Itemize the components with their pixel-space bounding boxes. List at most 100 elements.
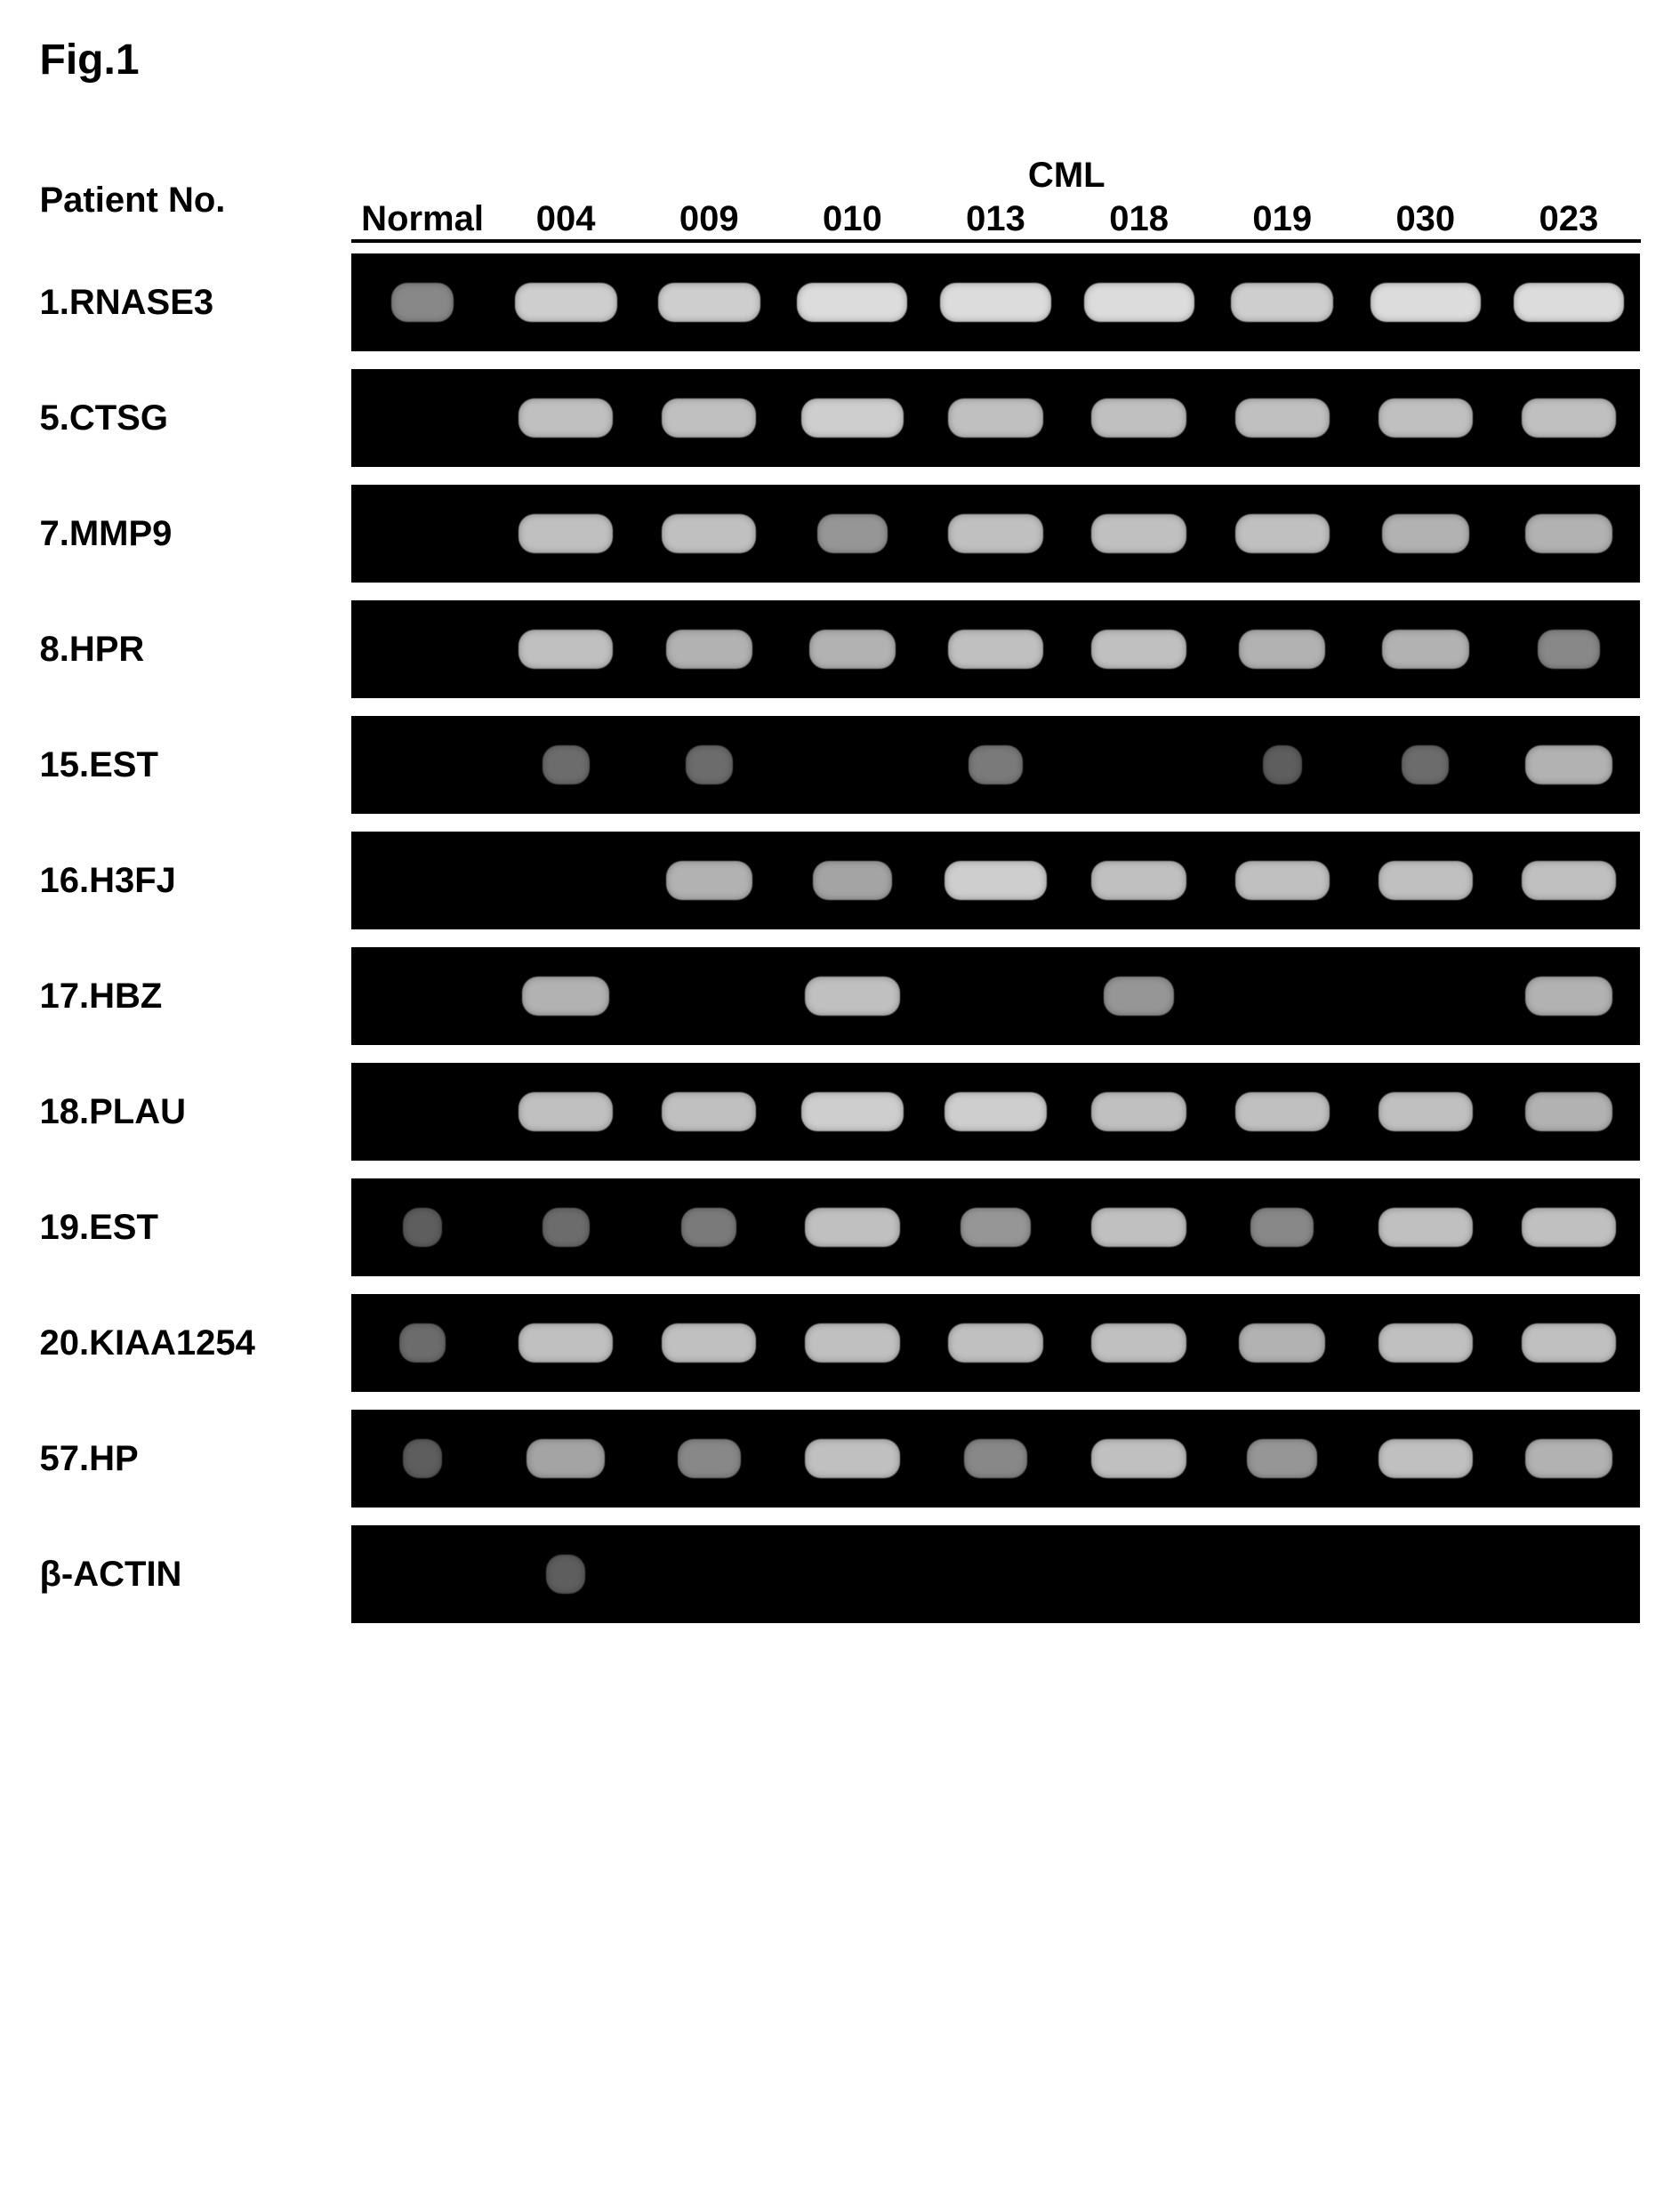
gel-band bbox=[805, 1439, 899, 1478]
gel-band bbox=[1091, 1439, 1186, 1478]
gel-lane bbox=[351, 1525, 494, 1623]
gel-lane bbox=[494, 832, 638, 929]
gel-lane bbox=[924, 253, 1067, 351]
gel-lane bbox=[1210, 485, 1354, 583]
gel-lane bbox=[1354, 600, 1497, 698]
gel-band bbox=[1379, 1092, 1473, 1131]
gel-band bbox=[809, 630, 896, 669]
gel-lane bbox=[924, 832, 1067, 929]
gel-lane bbox=[1210, 947, 1354, 1045]
gel-band bbox=[1235, 861, 1330, 900]
gel-band bbox=[1091, 630, 1186, 669]
gel-band bbox=[1239, 1323, 1325, 1363]
gene-row-label: β-ACTIN bbox=[40, 1516, 351, 1632]
gel-lane bbox=[781, 485, 924, 583]
gel-lane bbox=[1210, 832, 1354, 929]
gel-lane bbox=[1497, 1410, 1640, 1508]
gel-lane bbox=[1497, 716, 1640, 814]
gel-band bbox=[1091, 861, 1186, 900]
gel-band bbox=[399, 1323, 446, 1363]
gel-band bbox=[948, 514, 1042, 553]
gel-band bbox=[940, 283, 1050, 322]
gel-band bbox=[543, 1208, 590, 1247]
gel-lane bbox=[1210, 253, 1354, 351]
gel-band bbox=[666, 861, 752, 900]
gel-lane bbox=[1497, 832, 1640, 929]
gel-band bbox=[1522, 398, 1616, 438]
gene-row-label: 17.HBZ bbox=[40, 938, 351, 1054]
gel-lane bbox=[1497, 369, 1640, 467]
gel-band bbox=[1525, 745, 1612, 784]
gel-lane bbox=[638, 1178, 781, 1276]
gel-lane bbox=[924, 485, 1067, 583]
gel-lane bbox=[1354, 1178, 1497, 1276]
gel-lane bbox=[924, 716, 1067, 814]
gel-band bbox=[666, 630, 752, 669]
gel-band bbox=[658, 283, 760, 322]
gel-band bbox=[1379, 1439, 1473, 1478]
gene-row-label: 7.MMP9 bbox=[40, 476, 351, 591]
gel-row bbox=[351, 823, 1641, 938]
gel-lane bbox=[1354, 832, 1497, 929]
col-header-patient: 010 bbox=[781, 156, 924, 245]
gel-lane bbox=[351, 485, 494, 583]
gel-lane bbox=[494, 1410, 638, 1508]
gel-lane bbox=[638, 1294, 781, 1392]
gel-band bbox=[391, 283, 454, 322]
gel-lane bbox=[494, 1178, 638, 1276]
gel-lane bbox=[638, 600, 781, 698]
gel-lane bbox=[1497, 947, 1640, 1045]
gel-band bbox=[817, 514, 888, 553]
gel-band bbox=[813, 861, 891, 900]
gel-lane bbox=[494, 947, 638, 1045]
gel-row bbox=[351, 591, 1641, 707]
gel-band bbox=[1402, 745, 1449, 784]
gel-band bbox=[1522, 1208, 1616, 1247]
gel-lane bbox=[781, 1063, 924, 1161]
gel-lane bbox=[638, 947, 781, 1045]
gel-lane bbox=[351, 600, 494, 698]
gene-row-label: 1.RNASE3 bbox=[40, 245, 351, 360]
figure-title: Fig.1 bbox=[40, 36, 1641, 84]
gel-lane bbox=[351, 253, 494, 351]
gel-lane bbox=[1067, 716, 1210, 814]
gel-band bbox=[1084, 283, 1194, 322]
gel-band bbox=[662, 514, 756, 553]
gel-lane bbox=[351, 1178, 494, 1276]
gel-band bbox=[1091, 1323, 1186, 1363]
gel-lane bbox=[1067, 1294, 1210, 1392]
gel-lane bbox=[351, 716, 494, 814]
gel-lane bbox=[1497, 1525, 1640, 1623]
column-headers: CMLNormal004009010013018019030023 bbox=[351, 156, 1641, 245]
gel-band bbox=[1104, 977, 1175, 1016]
gel-lane bbox=[351, 1294, 494, 1392]
gel-lane bbox=[1210, 369, 1354, 467]
gel-lane bbox=[781, 716, 924, 814]
gel-row bbox=[351, 707, 1641, 823]
gel-band bbox=[681, 1208, 736, 1247]
gel-band bbox=[1382, 630, 1468, 669]
gel-lane bbox=[638, 1063, 781, 1161]
gel-lane bbox=[638, 253, 781, 351]
gel-band bbox=[1382, 514, 1468, 553]
gel-lane bbox=[1497, 1294, 1640, 1392]
gel-band bbox=[546, 1555, 585, 1594]
gene-row-label: 20.KIAA1254 bbox=[40, 1285, 351, 1401]
gel-band bbox=[948, 1323, 1042, 1363]
gel-band bbox=[1091, 1208, 1186, 1247]
gel-band bbox=[662, 1323, 756, 1363]
gel-row bbox=[351, 360, 1641, 476]
gel-band bbox=[1231, 283, 1333, 322]
gel-band bbox=[1525, 977, 1612, 1016]
gel-lane bbox=[781, 1294, 924, 1392]
gel-band bbox=[1371, 283, 1481, 322]
gel-band bbox=[403, 1439, 442, 1478]
gel-lane bbox=[1497, 1063, 1640, 1161]
col-header-normal: Normal bbox=[351, 156, 494, 245]
gel-lane bbox=[1354, 1294, 1497, 1392]
gene-row-label: 18.PLAU bbox=[40, 1054, 351, 1170]
gel-band bbox=[805, 1208, 899, 1247]
gel-band bbox=[1522, 1323, 1616, 1363]
gel-band bbox=[1239, 630, 1325, 669]
gel-lane bbox=[781, 1410, 924, 1508]
